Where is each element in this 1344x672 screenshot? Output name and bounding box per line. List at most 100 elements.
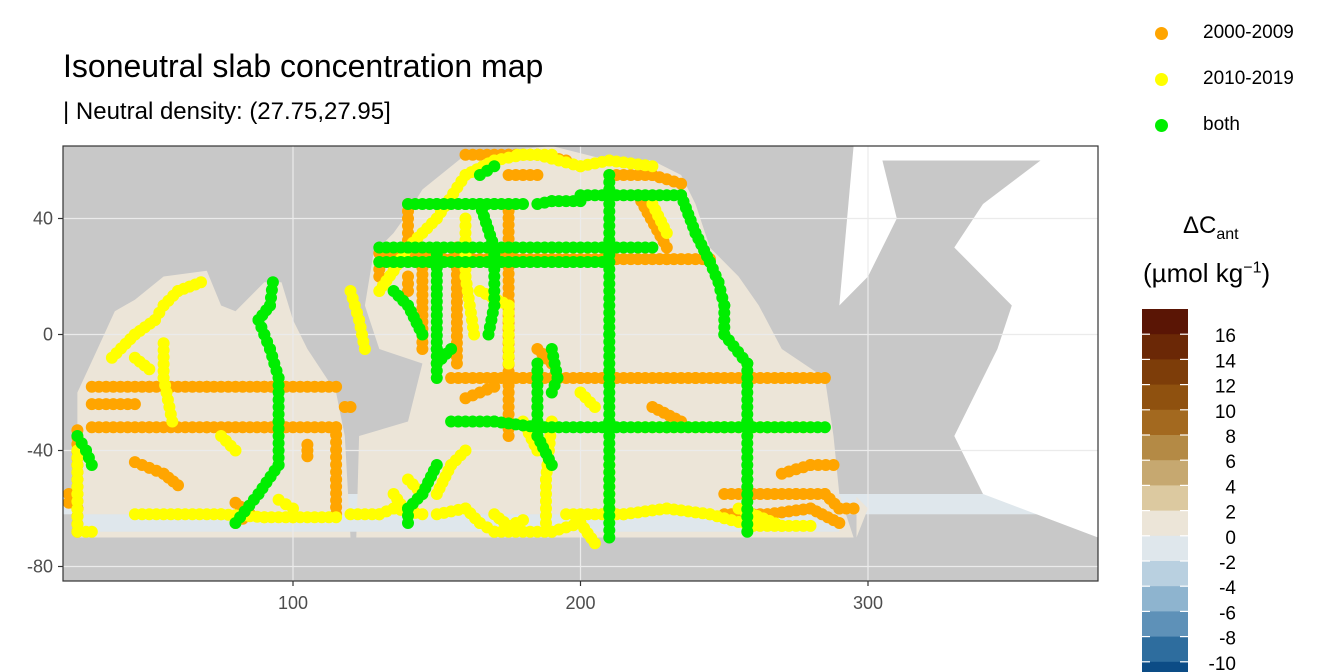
data-point [450,357,463,370]
colorbar-tick-label: 4 [1225,477,1236,498]
data-point [804,519,817,532]
colorbar-bin [1142,586,1188,612]
data-point [358,343,371,355]
data-point [143,363,156,376]
data-point [229,444,242,457]
y-tick-label: 40 [33,209,53,229]
data-point [588,537,601,550]
legend-item-2000-2009: 2000-2009 [1155,21,1294,45]
colorbar-bin [1142,384,1188,411]
colorbar-bin [1142,334,1188,360]
colorbar-units: (µmol kg−1) [1143,258,1270,289]
colorbar-bin [1142,561,1188,587]
data-point [545,386,558,399]
colorbar-tick-label: -4 [1219,578,1236,599]
data-point [430,372,443,384]
data-point [827,459,840,471]
data-point [646,241,659,254]
data-point [588,401,601,413]
colorbar-tick-label: 12 [1215,377,1236,398]
data-point [430,357,443,370]
data-point [172,479,184,492]
x-tick-label: 200 [565,593,595,613]
data-point [468,328,481,341]
colorbar-bin [1142,636,1188,663]
colorbar-tick-label: -6 [1219,603,1236,624]
colorbar-tick-label: 14 [1215,351,1237,372]
data-point [344,401,357,413]
colorbar-bin [1142,409,1188,436]
data-point [517,198,529,210]
data-point [85,525,98,538]
legend-label-2000-2009: 2000-2009 [1203,22,1294,43]
data-point [775,519,788,532]
colorbar: 16 14 12 10 8 6 4 2 0 -2 -4 -6 -8 -10 [1142,309,1237,672]
legend-key-2010-2019 [1155,72,1168,86]
colorbar-tick-label: 16 [1215,326,1236,347]
points-layer [62,148,860,550]
data-point [847,502,860,515]
data-point [459,444,472,457]
data-point [301,450,314,463]
data-point [488,380,501,393]
data-point [646,160,659,173]
data-point [660,227,673,239]
colorbar-bin [1142,611,1188,638]
ocean-region [839,146,1098,538]
colorbar-tick-label: 0 [1225,528,1236,549]
colorbar-title: ΔCant [1183,212,1239,244]
data-point [675,177,688,190]
data-point [818,372,831,384]
legend-item-2010-2019: 2010-2019 [1155,67,1294,91]
data-point [502,357,515,370]
legend-label-both: both [1203,114,1240,135]
x-tick-label: 300 [853,593,883,613]
data-point [416,343,429,355]
y-tick-label: -40 [27,441,53,461]
colorbar-title-sub: ant [1216,225,1239,243]
data-point [166,415,179,428]
colorbar-units-sup: −1 [1243,259,1262,277]
colorbar-tick-label: -10 [1209,654,1236,672]
data-point [330,511,343,524]
data-point [818,421,831,434]
data-point [660,241,673,254]
data-point [502,430,515,442]
colorbar-bin [1142,359,1188,386]
data-point [62,488,75,500]
data-point [833,517,846,529]
data-point [229,517,242,529]
colorbar-bin [1142,485,1188,512]
data-point [287,502,299,515]
data-point [545,459,558,471]
data-point [195,276,207,289]
data-point [531,169,544,181]
data-point [488,160,501,173]
y-tick-label: 0 [43,325,53,345]
colorbar-tick-label: 2 [1225,503,1236,524]
data-point [402,517,414,529]
data-point [330,380,343,393]
data-point [603,256,616,268]
colorbar-tick-label: 8 [1225,427,1236,448]
legend-key-2000-2009 [1155,26,1168,40]
legend-key-both [1155,118,1168,132]
colorbar-title-main: ΔC [1183,212,1217,239]
data-point [402,285,414,297]
colorbar-tick-label: -8 [1219,629,1236,650]
x-tick-label: 100 [278,593,308,613]
colorbar-tick-label: 6 [1225,452,1236,473]
data-point [574,195,587,208]
data-point [128,398,141,411]
colorbar-bin [1142,535,1188,562]
colorbar-bin [1142,309,1188,335]
colorbar-units-main: (µmol kg [1143,258,1244,288]
series-both [71,160,831,544]
colorbar-tick-label: -2 [1219,553,1236,574]
axes: 40 0 -40 -80 100 200 300 [27,209,883,614]
colorbar-tick-label: 10 [1215,402,1236,423]
data-point [517,514,529,527]
data-point [416,508,429,521]
legend-item-both: both [1155,113,1240,137]
